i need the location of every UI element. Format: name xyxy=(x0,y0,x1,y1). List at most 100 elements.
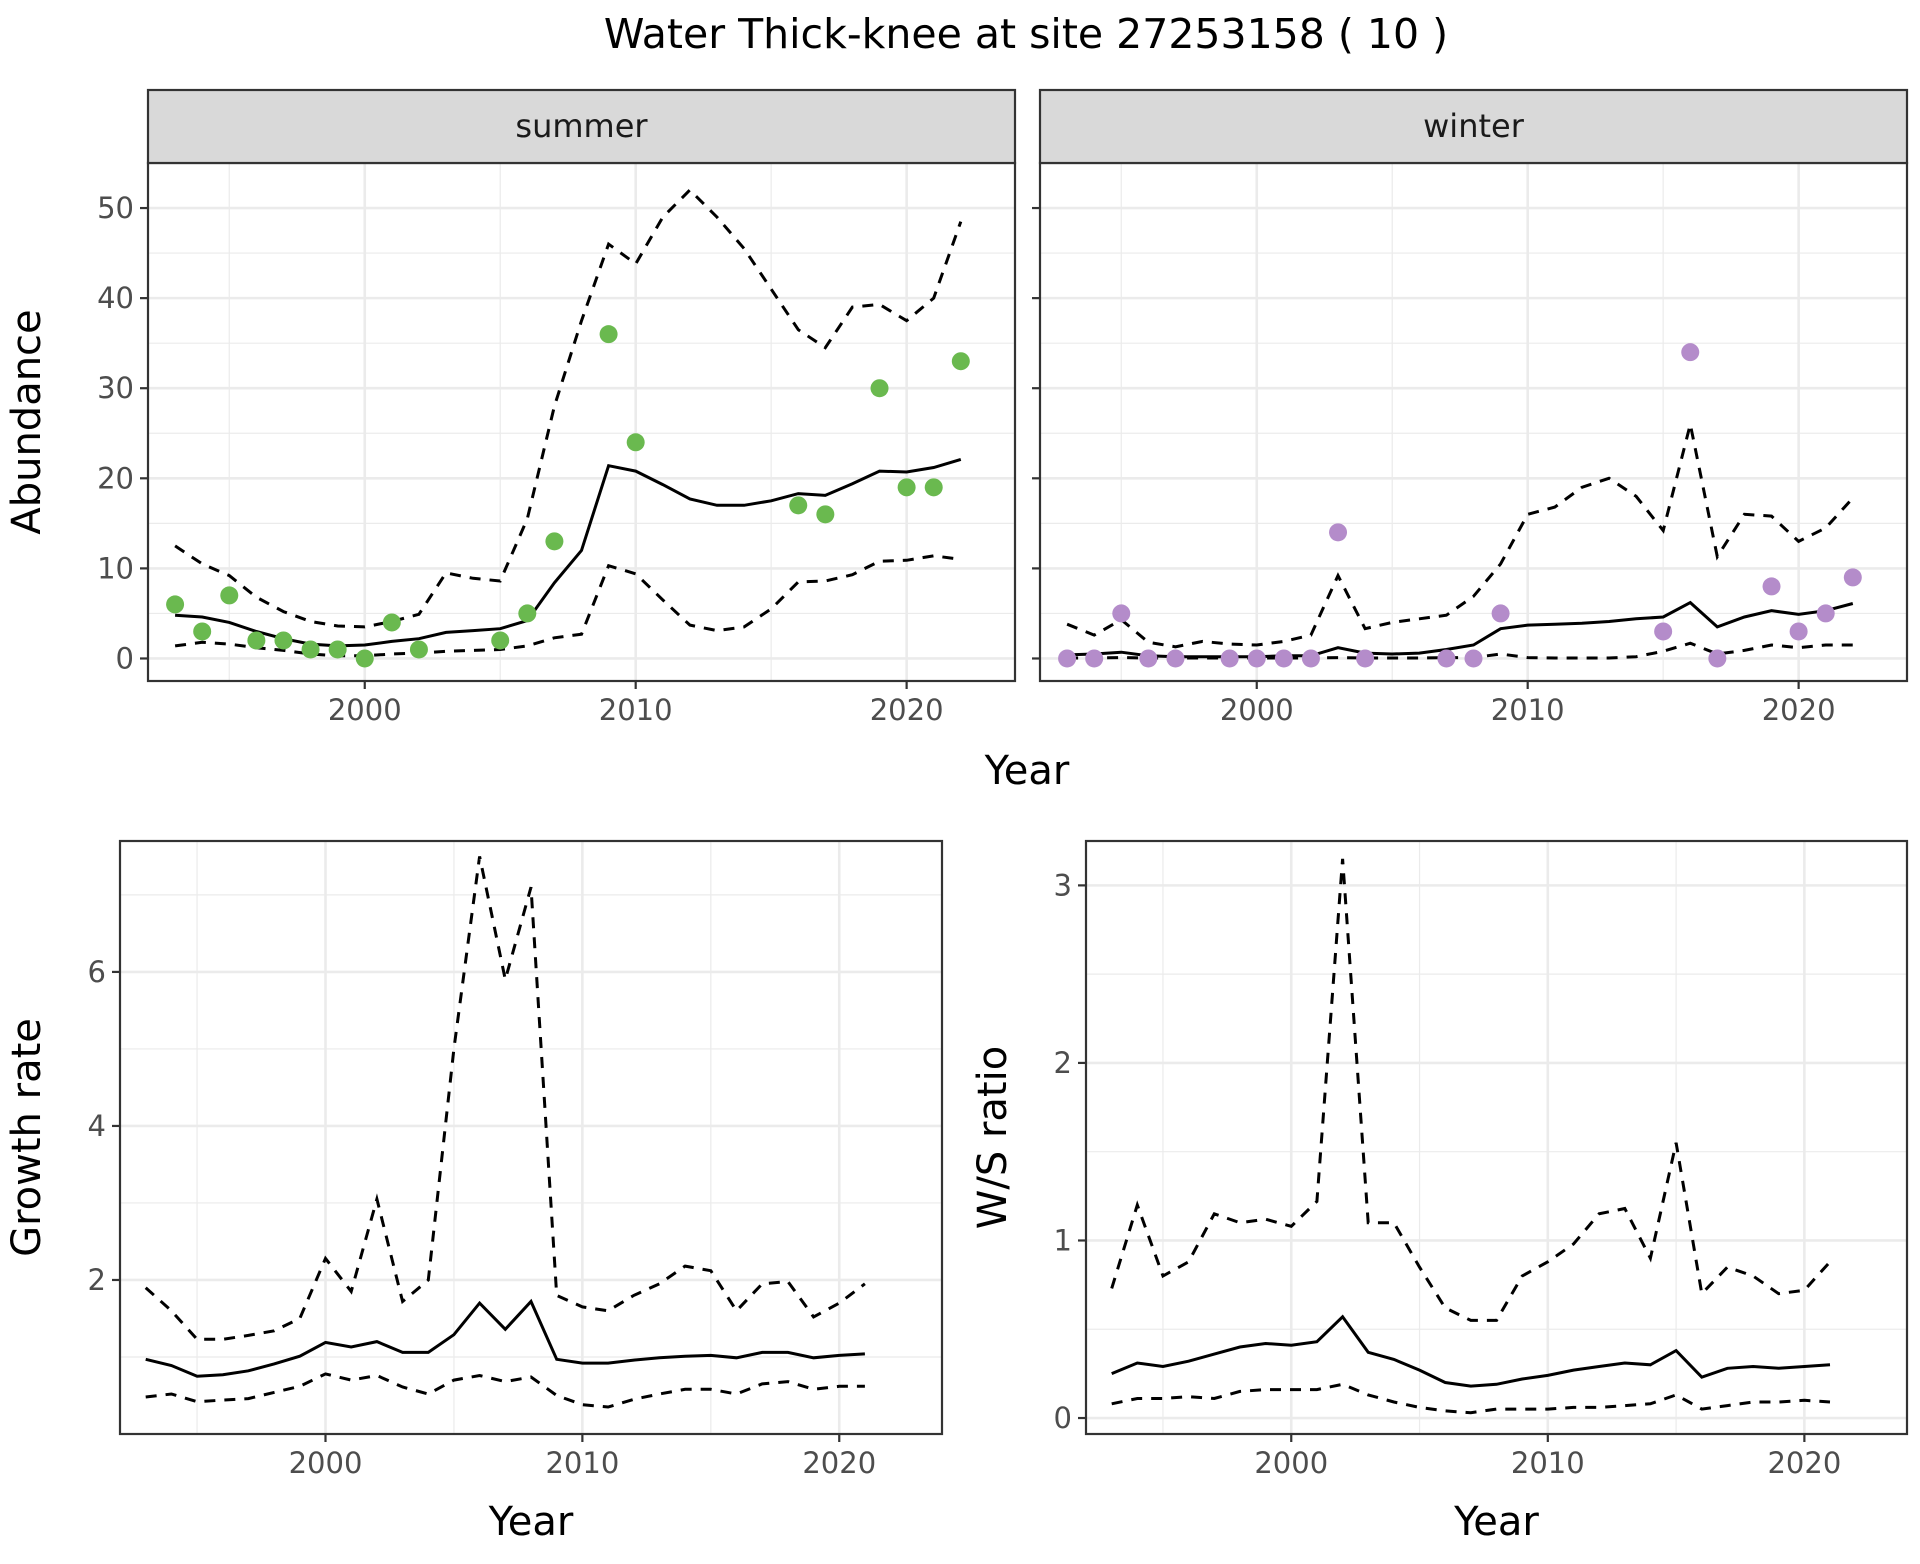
data-point xyxy=(924,478,943,497)
data-point xyxy=(816,505,835,524)
y-tick-label: 20 xyxy=(97,461,134,495)
y-tick-label: 40 xyxy=(97,281,134,315)
x-axis: 2000 2010 2020 xyxy=(1220,681,1836,727)
mean-line xyxy=(1111,1314,1831,1388)
major-grid xyxy=(148,163,1015,681)
y-axis-title: Abundance xyxy=(4,309,50,534)
y-tick-label: 1 xyxy=(1054,1223,1072,1257)
data-point xyxy=(1356,649,1375,668)
facet-strip xyxy=(146,88,1017,165)
x-axis-title: Year xyxy=(488,1499,574,1545)
observed-points xyxy=(166,325,970,668)
y-axis-title: W/S ratio xyxy=(970,1046,1016,1229)
x-tick-label: 2000 xyxy=(328,693,402,727)
data-point xyxy=(274,631,293,650)
data-point xyxy=(1166,649,1185,668)
y-axis-title: Growth rate xyxy=(4,1018,50,1257)
data-point xyxy=(1247,649,1266,668)
data-point xyxy=(1329,523,1348,542)
mean-line xyxy=(145,1298,865,1378)
series-lines xyxy=(144,856,866,1409)
facet-strip-label: summer xyxy=(515,107,648,145)
plot-background xyxy=(1040,163,1907,681)
upper-bound-line xyxy=(1110,858,1832,1322)
data-point xyxy=(1464,649,1483,668)
y-axis xyxy=(1032,206,1040,660)
series-lines xyxy=(1110,858,1832,1415)
major-grid xyxy=(1086,841,1907,1434)
x-tick-label: 2020 xyxy=(1767,1446,1841,1480)
data-point xyxy=(897,478,916,497)
data-point xyxy=(1085,649,1104,668)
data-point xyxy=(789,496,808,515)
facet-strip-label: winter xyxy=(1423,107,1525,145)
panel-border xyxy=(1084,839,1909,1436)
y-tick-label: 0 xyxy=(116,641,134,675)
y-tick-label: 2 xyxy=(88,1263,106,1297)
y-axis: 0 1 2 3 xyxy=(1054,868,1086,1435)
chart-title: Water Thick-knee at site 27253158 ( 10 ) xyxy=(604,10,1448,58)
data-point xyxy=(1708,649,1727,668)
series-lines xyxy=(1066,423,1854,660)
upper-bound-line xyxy=(144,856,866,1341)
data-point xyxy=(626,433,645,452)
x-tick-label: 2000 xyxy=(289,1446,363,1480)
panel-border xyxy=(118,839,944,1436)
panel-growth: 2000 2010 2020 2 4 6 Growth rate Year xyxy=(4,839,944,1545)
major-grid xyxy=(120,841,942,1434)
data-point xyxy=(193,622,212,641)
lower-bound-line xyxy=(174,554,961,658)
y-tick-label: 10 xyxy=(97,551,134,585)
y-axis: 0 10 20 30 40 50 xyxy=(97,191,148,675)
y-tick-label: 0 xyxy=(1054,1401,1072,1435)
x-axis: 2000 2010 2020 xyxy=(328,681,944,727)
data-point xyxy=(1491,604,1510,623)
lower-bound-line xyxy=(145,1372,865,1409)
x-tick-label: 2010 xyxy=(599,693,673,727)
plot-background xyxy=(1086,841,1907,1434)
x-tick-label: 2010 xyxy=(1491,693,1565,727)
data-point xyxy=(1789,622,1808,641)
data-point xyxy=(355,649,374,668)
lower-bound-line xyxy=(1111,1382,1831,1415)
plot-background xyxy=(148,163,1015,681)
data-point xyxy=(1058,649,1077,668)
upper-bound-line xyxy=(1066,423,1854,649)
data-point xyxy=(301,640,320,659)
facet-strip xyxy=(1038,88,1909,165)
data-point xyxy=(1220,649,1239,668)
panel-winter: winter 2000 2010 2020 xyxy=(1032,88,1909,727)
x-tick-label: 2010 xyxy=(1511,1446,1585,1480)
data-point xyxy=(870,379,889,398)
observed-points xyxy=(1058,343,1862,668)
data-point xyxy=(545,532,564,551)
panel-ws_ratio: 2000 2010 2020 0 1 2 3 W/S ratio Year xyxy=(970,839,1909,1545)
data-point xyxy=(247,631,266,650)
data-point xyxy=(1437,649,1456,668)
x-tick-label: 2000 xyxy=(1220,693,1294,727)
data-point xyxy=(1301,649,1320,668)
y-tick-label: 30 xyxy=(97,371,134,405)
x-axis: 2000 2010 2020 xyxy=(1254,1434,1841,1480)
data-point xyxy=(1274,649,1293,668)
plot-background xyxy=(120,841,942,1434)
data-point xyxy=(166,595,185,614)
minor-grid xyxy=(148,163,1015,681)
y-tick-label: 50 xyxy=(97,191,134,225)
y-tick-label: 6 xyxy=(88,955,106,989)
data-point xyxy=(1139,649,1158,668)
x-tick-label: 2020 xyxy=(1762,693,1836,727)
data-point xyxy=(1112,604,1131,623)
mean-line xyxy=(1067,600,1854,659)
data-point xyxy=(599,325,618,344)
data-point xyxy=(409,640,428,659)
x-tick-label: 2010 xyxy=(545,1446,619,1480)
data-point xyxy=(1654,622,1673,641)
panel-summer: summer 2000 2010 2020 0 10 20 30 40 50 Abundance Ye… xyxy=(4,88,1070,794)
data-point xyxy=(1681,343,1700,362)
data-point xyxy=(328,640,347,659)
data-point xyxy=(951,352,970,371)
